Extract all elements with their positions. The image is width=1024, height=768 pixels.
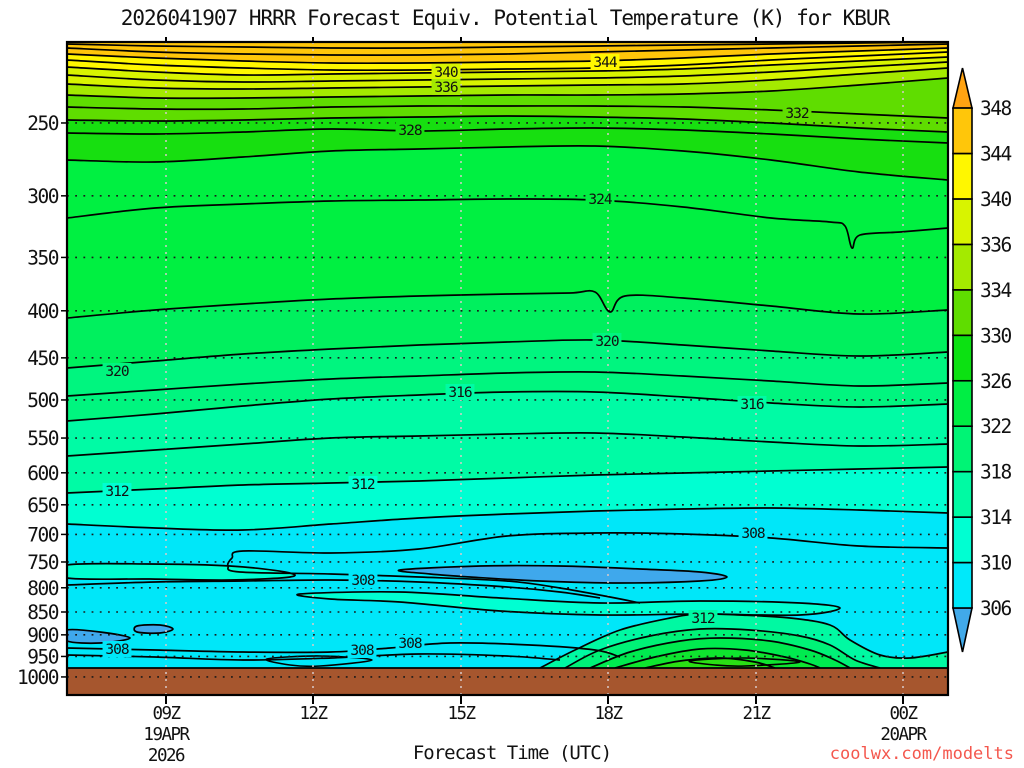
svg-text:12Z: 12Z — [299, 704, 327, 724]
svg-text:306: 306 — [980, 597, 1011, 620]
y-tick-labels: 2503003504004505005506006507007508008509… — [17, 112, 60, 689]
svg-text:800: 800 — [27, 577, 58, 600]
svg-text:320: 320 — [105, 364, 128, 380]
svg-text:340: 340 — [980, 188, 1011, 211]
contour-346 — [67, 43, 948, 56]
contour-308 — [226, 532, 948, 604]
svg-text:334: 334 — [980, 279, 1011, 302]
contour-326 — [67, 144, 948, 181]
svg-text:19APR: 19APR — [143, 725, 190, 745]
svg-text:322: 322 — [980, 415, 1011, 438]
svg-text:348: 348 — [980, 97, 1011, 120]
svg-text:312: 312 — [105, 484, 128, 500]
contour-348 — [67, 42, 948, 49]
contour-310 — [67, 507, 948, 531]
plot-border — [65, 40, 950, 697]
watermark-link[interactable]: coolwx.com/modelts — [829, 744, 1014, 764]
contour-314 — [67, 432, 948, 457]
contour-338 — [67, 61, 948, 83]
svg-text:250: 250 — [27, 112, 58, 135]
svg-text:316: 316 — [740, 397, 763, 413]
svg-text:600: 600 — [27, 462, 58, 485]
svg-text:308: 308 — [741, 526, 764, 542]
svg-text:308: 308 — [398, 636, 421, 652]
svg-text:350: 350 — [27, 246, 58, 269]
svg-text:336: 336 — [980, 233, 1011, 256]
colorbar-arrow-bottom — [952, 607, 973, 653]
contour-340 — [67, 56, 948, 76]
svg-text:750: 750 — [27, 551, 58, 574]
svg-text:314: 314 — [980, 506, 1011, 529]
contour-344 — [67, 47, 948, 65]
colorbar: 306 310 314 318 322 326 330 334 336 340 344 348 — [951, 67, 1013, 653]
contour-318 — [67, 370, 948, 397]
svg-text:2026: 2026 — [148, 746, 185, 766]
svg-text:336: 336 — [434, 80, 457, 96]
axis-ticks — [61, 37, 904, 704]
svg-text:326: 326 — [980, 370, 1011, 393]
svg-text:950: 950 — [27, 645, 58, 668]
svg-text:15Z: 15Z — [447, 704, 475, 724]
svg-text:308: 308 — [351, 573, 374, 589]
svg-text:00Z: 00Z — [889, 704, 917, 724]
svg-text:650: 650 — [27, 494, 58, 517]
svg-text:400: 400 — [27, 300, 58, 323]
svg-text:550: 550 — [27, 427, 58, 450]
contour-320 — [67, 339, 948, 369]
svg-text:308: 308 — [105, 642, 128, 658]
colorbar-arrow-top — [951, 67, 974, 109]
svg-text:328: 328 — [398, 123, 421, 139]
svg-text:450: 450 — [27, 347, 58, 370]
svg-text:310: 310 — [980, 552, 1011, 575]
svg-text:850: 850 — [27, 601, 58, 624]
svg-text:340: 340 — [434, 65, 457, 81]
svg-text:700: 700 — [27, 523, 58, 546]
field-layer — [67, 42, 948, 695]
contour-336 — [67, 67, 948, 90]
svg-text:312: 312 — [351, 477, 374, 493]
svg-text:308: 308 — [350, 643, 373, 659]
svg-text:09Z: 09Z — [152, 704, 180, 724]
svg-text:344: 344 — [980, 143, 1011, 166]
svg-text:344: 344 — [593, 55, 617, 71]
contour-316 — [67, 390, 948, 422]
svg-text:316: 316 — [448, 385, 471, 401]
svg-text:1000: 1000 — [17, 666, 59, 689]
svg-text:20APR: 20APR — [880, 725, 927, 745]
contour-306 — [67, 653, 561, 661]
svg-text:500: 500 — [27, 389, 58, 412]
svg-text:300: 300 — [27, 185, 58, 208]
contour-322 — [67, 289, 948, 319]
contour-334 — [67, 77, 948, 100]
contour-328 — [67, 127, 948, 144]
contour-312 — [67, 466, 948, 494]
contour-324 — [67, 198, 948, 249]
svg-text:324: 324 — [588, 192, 612, 208]
svg-text:330: 330 — [980, 324, 1011, 347]
svg-text:18Z: 18Z — [594, 704, 622, 724]
svg-text:21Z: 21Z — [742, 704, 770, 724]
svg-text:900: 900 — [27, 624, 58, 647]
svg-text:320: 320 — [595, 334, 618, 350]
contour-342 — [67, 51, 948, 72]
svg-text:312: 312 — [691, 611, 714, 627]
svg-text:332: 332 — [785, 106, 808, 122]
contour-308 — [67, 642, 621, 658]
x-axis-label: Forecast Time (UTC) — [412, 742, 612, 764]
contour-330 — [67, 115, 948, 133]
chart-title: 2026041907 HRRR Forecast Equiv. Potentia… — [120, 6, 890, 30]
svg-text:318: 318 — [980, 461, 1011, 484]
